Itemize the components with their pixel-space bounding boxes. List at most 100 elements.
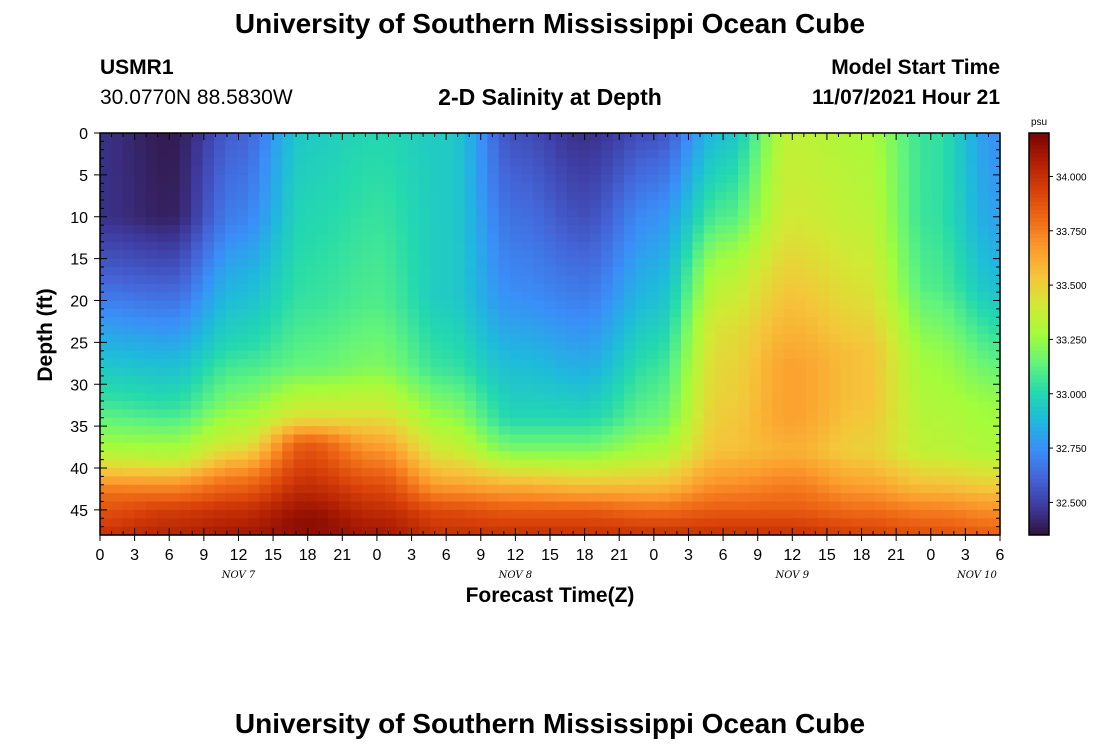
heatmap-cell bbox=[100, 417, 112, 427]
heatmap-cell bbox=[772, 434, 785, 444]
heatmap-cell bbox=[453, 526, 466, 536]
heatmap-cell bbox=[840, 384, 853, 394]
heatmap-cell bbox=[806, 426, 819, 436]
y-tick-label: 15 bbox=[70, 252, 88, 269]
heatmap-cell bbox=[236, 141, 249, 151]
heatmap-cell bbox=[248, 442, 261, 452]
heatmap-cell bbox=[293, 493, 306, 503]
heatmap-cell bbox=[168, 501, 181, 511]
heatmap-cell bbox=[874, 200, 887, 209]
heatmap-cell bbox=[897, 384, 910, 394]
heatmap-cell bbox=[532, 283, 545, 293]
heatmap-cell bbox=[100, 233, 112, 243]
heatmap-cell bbox=[874, 283, 887, 293]
heatmap-cell bbox=[908, 434, 921, 444]
heatmap-cell bbox=[555, 325, 568, 335]
heatmap-cell bbox=[544, 367, 557, 377]
heatmap-cell bbox=[601, 241, 614, 251]
heatmap-cell bbox=[806, 375, 819, 385]
heatmap-cell bbox=[282, 216, 295, 226]
heatmap-cell bbox=[339, 325, 352, 335]
heatmap-cell bbox=[202, 384, 215, 394]
heatmap-cell bbox=[498, 325, 511, 335]
heatmap-cell bbox=[931, 174, 944, 184]
heatmap-cell bbox=[156, 384, 169, 394]
heatmap-cell bbox=[407, 359, 420, 369]
heatmap-cell bbox=[396, 191, 409, 201]
heatmap-cell bbox=[794, 233, 807, 243]
heatmap-cell bbox=[703, 350, 716, 360]
heatmap-cell bbox=[464, 434, 477, 444]
heatmap-cell bbox=[806, 493, 819, 503]
heatmap-cell bbox=[988, 375, 1001, 385]
heatmap-cell bbox=[737, 317, 750, 327]
heatmap-cell bbox=[305, 384, 318, 394]
heatmap-cell bbox=[407, 225, 420, 235]
heatmap-cell bbox=[794, 434, 807, 444]
colorbar-segment bbox=[1029, 197, 1049, 202]
heatmap-cell bbox=[430, 509, 443, 519]
heatmap-cell bbox=[259, 509, 272, 519]
heatmap-cell bbox=[658, 158, 671, 168]
heatmap-cell bbox=[589, 208, 602, 218]
heatmap-cell bbox=[544, 166, 557, 176]
heatmap-cell bbox=[965, 275, 978, 285]
heatmap-cell bbox=[669, 141, 682, 151]
heatmap-cell bbox=[453, 300, 466, 310]
heatmap-cell bbox=[908, 518, 921, 528]
heatmap-cell bbox=[362, 359, 375, 369]
heatmap-cell bbox=[339, 334, 352, 343]
heatmap-cell bbox=[703, 283, 716, 293]
heatmap-cell bbox=[327, 484, 340, 494]
heatmap-cell bbox=[817, 434, 830, 444]
heatmap-cell bbox=[669, 275, 682, 285]
heatmap-cell bbox=[715, 350, 728, 360]
heatmap-cell bbox=[521, 476, 534, 486]
heatmap-cell bbox=[384, 216, 397, 226]
heatmap-cell bbox=[715, 300, 728, 310]
plot-title: 2-D Salinity at Depth bbox=[438, 84, 662, 110]
heatmap-cell bbox=[977, 183, 990, 193]
heatmap-cell bbox=[749, 468, 762, 477]
heatmap-cell bbox=[681, 275, 693, 285]
heatmap-cell bbox=[259, 334, 272, 343]
heatmap-cell bbox=[851, 267, 864, 276]
heatmap-cell bbox=[339, 359, 352, 369]
heatmap-cell bbox=[589, 216, 602, 226]
heatmap-cell bbox=[362, 409, 375, 419]
heatmap-cell bbox=[213, 392, 226, 402]
heatmap-cell bbox=[487, 426, 500, 436]
heatmap-cell bbox=[965, 484, 978, 494]
heatmap-cell bbox=[555, 233, 568, 243]
heatmap-cell bbox=[874, 334, 887, 343]
heatmap-cell bbox=[772, 158, 785, 168]
heatmap-cell bbox=[339, 241, 352, 251]
heatmap-cell bbox=[350, 275, 363, 285]
heatmap-cell bbox=[555, 476, 568, 486]
heatmap-cell bbox=[920, 258, 933, 268]
heatmap-cell bbox=[339, 258, 352, 268]
heatmap-cell bbox=[339, 384, 352, 394]
heatmap-cell bbox=[931, 350, 944, 360]
heatmap-cell bbox=[362, 334, 375, 343]
heatmap-cell bbox=[806, 317, 819, 327]
heatmap-cell bbox=[441, 426, 454, 436]
heatmap-cell bbox=[954, 174, 967, 184]
heatmap-cell bbox=[829, 267, 842, 276]
heatmap-cell bbox=[783, 426, 796, 436]
heatmap-cell bbox=[305, 191, 318, 201]
heatmap-cell bbox=[487, 216, 500, 226]
heatmap-cell bbox=[510, 417, 523, 427]
heatmap-cell bbox=[920, 267, 933, 276]
heatmap-cell bbox=[988, 216, 1001, 226]
heatmap-cell bbox=[339, 308, 352, 318]
heatmap-cell bbox=[487, 258, 500, 268]
heatmap-cell bbox=[886, 191, 899, 201]
heatmap-cell bbox=[544, 292, 557, 302]
heatmap-cell bbox=[453, 233, 466, 243]
heatmap-cell bbox=[282, 526, 295, 536]
heatmap-cell bbox=[248, 384, 261, 394]
heatmap-cell bbox=[498, 417, 511, 427]
heatmap-cell bbox=[897, 459, 910, 469]
heatmap-cell bbox=[248, 468, 261, 477]
